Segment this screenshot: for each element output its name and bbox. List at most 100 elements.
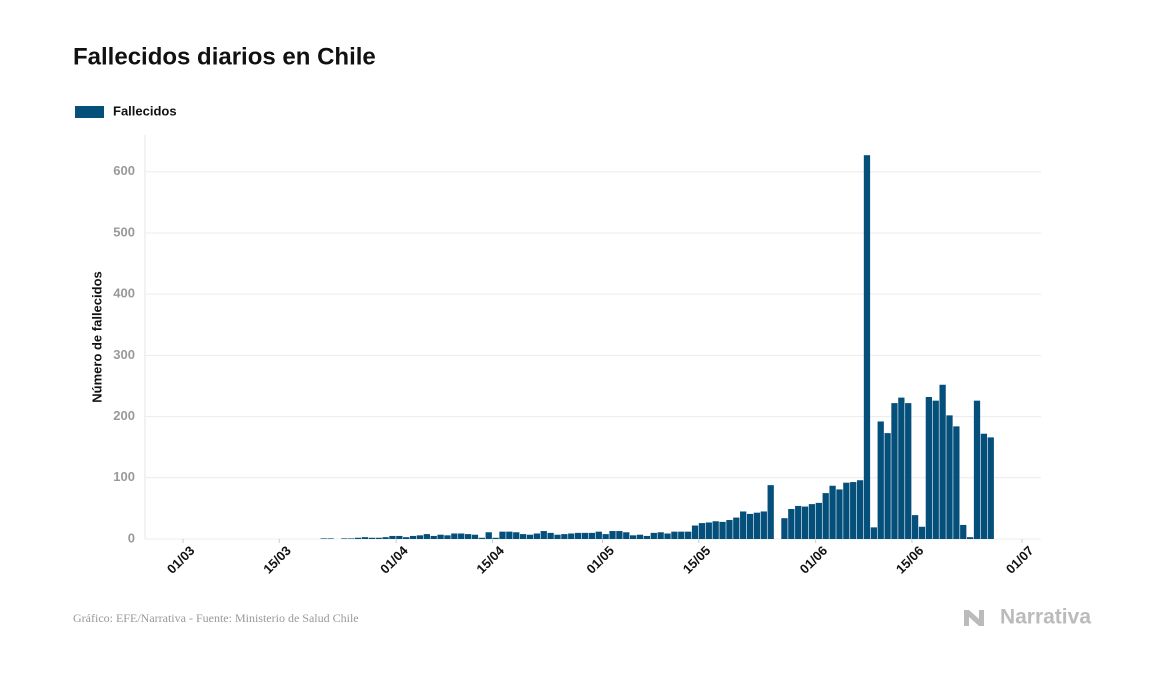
bar (616, 531, 623, 539)
source: Gráfico: EFE/Narrativa - Fuente: Ministe… (73, 611, 359, 625)
legend-label: Fallecidos (113, 103, 177, 118)
bar (348, 538, 355, 539)
y-tick-label: 400 (113, 286, 135, 301)
bar (396, 535, 403, 539)
bar (464, 534, 472, 539)
bar (499, 531, 506, 539)
y-tick-label: 200 (113, 408, 135, 423)
x-tick-label: 15/06 (893, 543, 927, 577)
y-tick-label: 0 (128, 530, 135, 545)
bar (808, 504, 816, 539)
bar (623, 532, 630, 539)
bar (760, 511, 767, 539)
bar (540, 531, 547, 539)
bar (795, 505, 802, 539)
bar (939, 384, 946, 539)
bar (973, 400, 981, 539)
bar (746, 513, 754, 539)
bar (643, 535, 651, 539)
bar (877, 421, 884, 539)
bar (451, 533, 458, 539)
brand: Narrativa (1000, 606, 1091, 629)
bar (416, 535, 424, 539)
bar (925, 396, 932, 539)
bar (375, 537, 382, 539)
x-tick-label: 15/03 (260, 543, 294, 577)
x-tick-label: 01/05 (583, 543, 617, 577)
chart-title: Fallecidos diarios en Chile (73, 43, 376, 70)
bar (568, 533, 575, 539)
bar (856, 480, 864, 539)
bar (423, 534, 430, 539)
bar (829, 485, 836, 539)
x-tick-label: 15/04 (473, 542, 507, 576)
bar (526, 534, 534, 539)
bar (554, 534, 561, 539)
y-tick-label: 300 (113, 347, 135, 362)
bar (987, 437, 994, 539)
bar (671, 531, 678, 539)
bar (354, 537, 362, 539)
bar (409, 535, 417, 539)
bar (870, 527, 877, 539)
bar (437, 534, 444, 539)
y-tick-label: 500 (113, 224, 135, 239)
y-tick-label: 100 (113, 469, 135, 484)
bar (389, 535, 396, 539)
bar (657, 532, 664, 539)
bar (884, 433, 891, 539)
bar (561, 534, 568, 539)
x-tick-label: 15/05 (680, 543, 714, 577)
bar (664, 533, 671, 539)
bar (705, 522, 712, 539)
bar (836, 489, 843, 539)
bar (753, 512, 761, 539)
bar (740, 511, 747, 539)
bar (801, 506, 809, 539)
bar (891, 403, 898, 539)
bar (822, 493, 829, 539)
bar (533, 533, 541, 539)
bar (781, 518, 788, 539)
bar (685, 531, 692, 539)
bar (918, 526, 926, 539)
bar (403, 537, 410, 539)
bar (767, 485, 774, 539)
bar (980, 433, 988, 539)
bar (678, 531, 685, 539)
bar (719, 521, 726, 539)
legend-swatch (75, 106, 104, 118)
bar (368, 537, 375, 539)
bar (519, 534, 527, 539)
bar (863, 155, 871, 539)
bar (712, 521, 719, 539)
bar (595, 531, 602, 539)
bar (726, 520, 733, 539)
x-tick-label: 01/06 (797, 543, 831, 577)
bar (361, 537, 369, 539)
bar (471, 534, 479, 539)
y-tick-label: 600 (113, 163, 135, 178)
bar (911, 515, 919, 539)
bar (478, 537, 485, 539)
bar (430, 535, 437, 539)
bar (506, 531, 513, 539)
bar (788, 509, 795, 539)
bar (609, 531, 616, 539)
bar (547, 532, 554, 539)
x-tick-label: 01/04 (377, 542, 411, 576)
bar (850, 482, 857, 539)
bar (458, 533, 465, 539)
bar (341, 538, 348, 539)
bar (574, 532, 582, 539)
bar (630, 535, 637, 539)
bar (636, 534, 644, 539)
bar (843, 482, 850, 539)
bar (327, 538, 334, 539)
bar (382, 537, 389, 539)
brand-icon (964, 610, 984, 626)
bar (966, 537, 974, 539)
bar (602, 534, 609, 539)
bar (492, 537, 499, 539)
bar (733, 517, 740, 539)
